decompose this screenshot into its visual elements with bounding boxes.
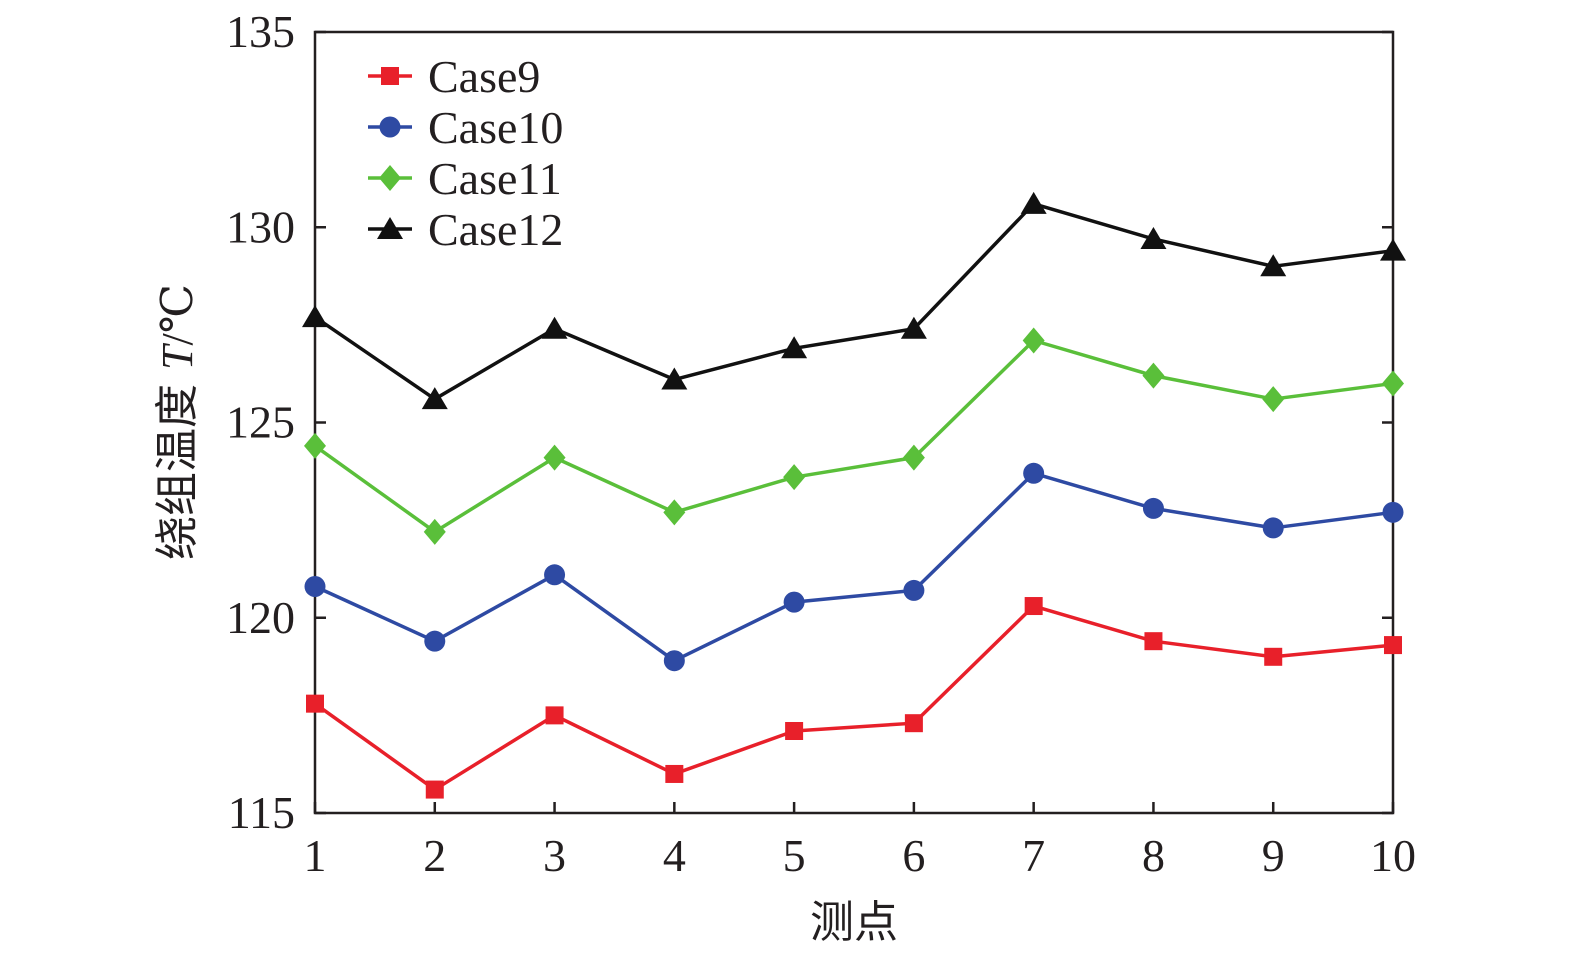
- y-axis-title-symbol: T: [153, 342, 202, 370]
- data-point-case12: [1020, 191, 1047, 214]
- series-line-case9: [313, 604, 1394, 792]
- series-line-case11: [313, 338, 1394, 534]
- x-tick-label: 7: [1022, 830, 1045, 881]
- data-point-case9: [665, 764, 684, 783]
- series-line-case12: [314, 202, 1394, 401]
- legend-item-case12: Case12: [368, 204, 563, 255]
- x-tick-label: 8: [1142, 830, 1165, 881]
- data-point-case12: [541, 316, 568, 339]
- series-case10: [304, 462, 1404, 672]
- series-line-case10: [314, 471, 1394, 663]
- data-point-case9: [545, 706, 564, 725]
- data-point-case11: [423, 518, 446, 545]
- legend-label: Case10: [428, 102, 563, 153]
- series-case11: [304, 327, 1404, 545]
- data-point-case12: [781, 336, 808, 359]
- legend-item-case10: Case10: [368, 102, 563, 153]
- x-tick-label: 4: [663, 830, 686, 881]
- y-axis-title-prefix: 绕组温度: [152, 370, 203, 560]
- x-tick-label: 5: [783, 830, 806, 881]
- data-point-case10: [1142, 497, 1164, 519]
- data-point-case9: [785, 721, 804, 740]
- data-point-case11: [783, 464, 806, 491]
- data-point-case9: [1024, 597, 1043, 616]
- data-point-case12: [661, 367, 688, 390]
- x-tick-label: 9: [1262, 830, 1285, 881]
- legend-item-case11: Case11: [368, 153, 562, 204]
- data-point-case12: [421, 387, 448, 410]
- data-point-case9: [904, 714, 923, 733]
- x-tick-label: 3: [543, 830, 566, 881]
- data-point-case10: [903, 579, 925, 601]
- data-point-case11: [1142, 362, 1165, 389]
- series-layer: [302, 191, 1406, 799]
- data-point-case10: [663, 650, 685, 672]
- legend-item-case9: Case9: [368, 51, 540, 102]
- y-tick-label: 120: [226, 592, 295, 643]
- series-case9: [306, 597, 1402, 799]
- legend-label: Case11: [428, 153, 562, 204]
- legend-marker-case9: [381, 67, 399, 85]
- legend-label: Case9: [428, 51, 540, 102]
- data-point-case10: [544, 564, 566, 586]
- y-tick-label: 115: [228, 787, 295, 838]
- data-point-case10: [783, 591, 805, 613]
- y-axis-title-unit: /℃: [153, 284, 202, 345]
- legend-marker-case11: [379, 165, 401, 191]
- data-point-case11: [1022, 327, 1045, 354]
- x-tick-label: 2: [423, 830, 446, 881]
- x-tick-label: 10: [1370, 830, 1416, 881]
- data-point-case11: [543, 444, 566, 471]
- data-point-case9: [1384, 636, 1402, 655]
- data-point-case11: [902, 444, 925, 471]
- legend-marker-case12: [377, 217, 403, 239]
- data-point-case12: [1140, 226, 1167, 249]
- data-point-case12: [1260, 254, 1287, 277]
- y-tick-label: 130: [226, 201, 295, 252]
- x-axis-title: 测点: [810, 897, 898, 948]
- legend-label: Case12: [428, 204, 563, 255]
- x-tick-label: 1: [304, 830, 327, 881]
- data-point-case11: [1382, 370, 1404, 397]
- data-point-case11: [304, 432, 326, 459]
- data-point-case11: [663, 499, 686, 526]
- data-point-case10: [1023, 462, 1045, 484]
- data-point-case10: [424, 630, 446, 652]
- data-point-case10: [1262, 517, 1284, 539]
- y-axis-title: 绕组温度 T/℃: [152, 284, 203, 560]
- data-point-case9: [425, 780, 444, 799]
- data-point-case11: [1262, 386, 1285, 413]
- data-point-case9: [1144, 632, 1163, 651]
- data-point-case9: [306, 694, 324, 713]
- y-tick-label: 125: [226, 397, 295, 448]
- data-point-case12: [1380, 238, 1406, 261]
- x-axis: 1 2 3 4 5 6 7 8 9 10: [304, 802, 1416, 881]
- data-point-case10: [304, 576, 326, 598]
- legend-marker-case10: [379, 116, 401, 138]
- x-tick-label: 6: [902, 830, 925, 881]
- data-point-case12: [302, 305, 328, 328]
- data-point-case10: [1382, 501, 1404, 523]
- data-point-case12: [900, 316, 927, 339]
- data-point-case9: [1264, 647, 1283, 666]
- y-axis: 115 120 125 130 135: [226, 6, 1393, 838]
- y-tick-label: 135: [226, 6, 295, 57]
- series-case12: [302, 191, 1406, 410]
